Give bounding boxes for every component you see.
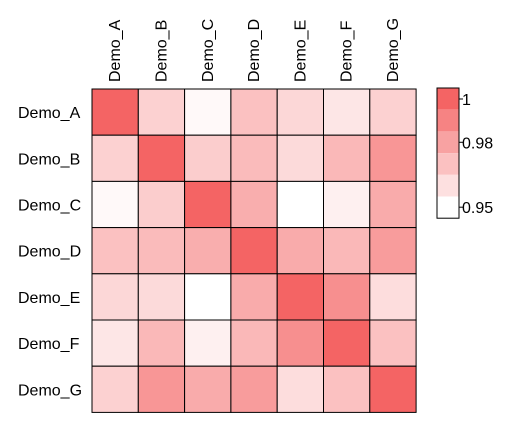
heatmap-cell-demo_e-demo_b [137, 273, 186, 321]
row-label: Demo_E [18, 290, 80, 307]
heatmap-cell-demo_b-demo_b [137, 134, 186, 182]
legend-tick-label: 0.98 [462, 135, 493, 152]
heatmap-cell-demo_f-demo_a [91, 319, 139, 367]
row-label: Demo_C [18, 198, 81, 215]
heatmap-cell-demo_e-demo_f [323, 273, 371, 321]
heatmap-cell-demo_c-demo_g [369, 180, 417, 229]
heatmap-cell-demo_e-demo_d [230, 273, 278, 321]
heatmap-cell-demo_a-demo_a [91, 88, 139, 136]
heatmap-cell-demo_d-demo_c [184, 227, 232, 275]
heatmap-cell-demo_b-demo_f [323, 134, 371, 182]
column-label: Demo_G [385, 18, 402, 82]
heatmap-cell-demo_a-demo_e [276, 88, 325, 136]
heatmap-cell-demo_f-demo_g [369, 319, 417, 367]
legend-band [437, 196, 459, 219]
heatmap-cell-demo_a-demo_d [230, 88, 278, 136]
row-label: Demo_D [18, 244, 81, 261]
heatmap-cell-demo_b-demo_e [276, 134, 325, 182]
heatmap-cell-demo_g-demo_b [137, 365, 186, 413]
legend-tick-label: 1 [462, 92, 471, 109]
row-label: Demo_G [18, 382, 82, 399]
heatmap-cell-demo_c-demo_e [276, 180, 325, 229]
heatmap-cell-demo_g-demo_d [230, 365, 278, 413]
legend-frame [436, 87, 460, 219]
legend-band [437, 88, 459, 110]
heatmap-cell-demo_d-demo_a [91, 227, 139, 275]
legend-tick-label: 0.95 [462, 200, 493, 217]
heatmap-cell-demo_f-demo_d [230, 319, 278, 367]
heatmap-cell-demo_c-demo_f [323, 180, 371, 229]
heatmap-cell-demo_c-demo_c [184, 180, 232, 229]
row-label: Demo_B [18, 151, 80, 168]
heatmap-cell-demo_g-demo_e [276, 365, 325, 413]
column-label: Demo_E [292, 20, 309, 82]
legend-band [437, 174, 459, 197]
heatmap-cell-demo_d-demo_d [230, 227, 278, 275]
heatmap-cell-demo_f-demo_f [323, 319, 371, 367]
heatmap-cells [91, 88, 417, 413]
heatmap-cell-demo_a-demo_c [184, 88, 232, 136]
column-label: Demo_A [107, 19, 124, 82]
legend-band [437, 131, 459, 154]
heatmap-cell-demo_g-demo_f [323, 365, 371, 413]
heatmap-cell-demo_f-demo_b [137, 319, 186, 367]
heatmap-cell-demo_d-demo_f [323, 227, 371, 275]
heatmap-cell-demo_b-demo_c [184, 134, 232, 182]
heatmap-cell-demo_a-demo_b [137, 88, 186, 136]
legend-band [437, 153, 459, 175]
heatmap-cell-demo_g-demo_g [369, 365, 417, 413]
row-label: Demo_F [18, 336, 80, 353]
heatmap-cell-demo_c-demo_a [91, 180, 139, 229]
heatmap-cell-demo_b-demo_a [91, 134, 139, 182]
heatmap-cell-demo_a-demo_f [323, 88, 371, 136]
column-label: Demo_B [153, 20, 170, 82]
heatmap-cell-demo_b-demo_g [369, 134, 417, 182]
heatmap-cell-demo_b-demo_d [230, 134, 278, 182]
legend-band [437, 109, 459, 132]
heatmap-cell-demo_g-demo_c [184, 365, 232, 413]
heatmap-cell-demo_e-demo_a [91, 273, 139, 321]
heatmap-cell-demo_a-demo_g [369, 88, 417, 136]
column-label: Demo_F [339, 20, 356, 82]
row-labels: Demo_A Demo_B Demo_C Demo_D Demo_E Demo_F Demo… [18, 105, 82, 399]
color-legend: 1 0.98 0.95 [436, 87, 493, 219]
column-label: Demo_C [200, 19, 217, 82]
heatmap-cell-demo_e-demo_c [184, 273, 232, 321]
row-label: Demo_A [18, 105, 81, 122]
heatmap-cell-demo_c-demo_b [137, 180, 186, 229]
heatmap-cell-demo_e-demo_g [369, 273, 417, 321]
heatmap-cell-demo_f-demo_e [276, 319, 325, 367]
heatmap-cell-demo_d-demo_g [369, 227, 417, 275]
heatmap-cell-demo_g-demo_a [91, 365, 139, 413]
heatmap-cell-demo_c-demo_d [230, 180, 278, 229]
heatmap-cell-demo_d-demo_b [137, 227, 186, 275]
heatmap-cell-demo_d-demo_e [276, 227, 325, 275]
heatmap-cell-demo_e-demo_e [276, 273, 325, 321]
heatmap-cell-demo_f-demo_c [184, 319, 232, 367]
column-labels: Demo_A Demo_B Demo_C Demo_D Demo_E Demo_F Demo… [107, 18, 402, 82]
column-label: Demo_D [246, 19, 263, 82]
